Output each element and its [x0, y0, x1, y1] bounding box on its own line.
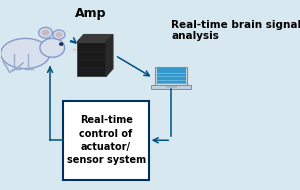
Polygon shape — [77, 35, 113, 42]
Polygon shape — [106, 35, 113, 76]
Text: Real-time brain signal
analysis: Real-time brain signal analysis — [171, 20, 300, 41]
Ellipse shape — [1, 38, 50, 69]
FancyBboxPatch shape — [157, 68, 186, 84]
Ellipse shape — [40, 38, 64, 57]
Text: Amp: Amp — [75, 7, 106, 20]
FancyBboxPatch shape — [64, 101, 149, 180]
Text: Real-time
control of
actuator/
sensor system: Real-time control of actuator/ sensor sy… — [67, 116, 146, 165]
Ellipse shape — [39, 27, 52, 38]
FancyBboxPatch shape — [77, 42, 106, 76]
Ellipse shape — [53, 30, 65, 39]
Ellipse shape — [56, 32, 62, 37]
Ellipse shape — [42, 30, 50, 36]
Ellipse shape — [73, 49, 76, 51]
Circle shape — [59, 42, 64, 46]
FancyBboxPatch shape — [155, 67, 187, 86]
FancyBboxPatch shape — [166, 86, 177, 88]
FancyBboxPatch shape — [151, 85, 191, 89]
